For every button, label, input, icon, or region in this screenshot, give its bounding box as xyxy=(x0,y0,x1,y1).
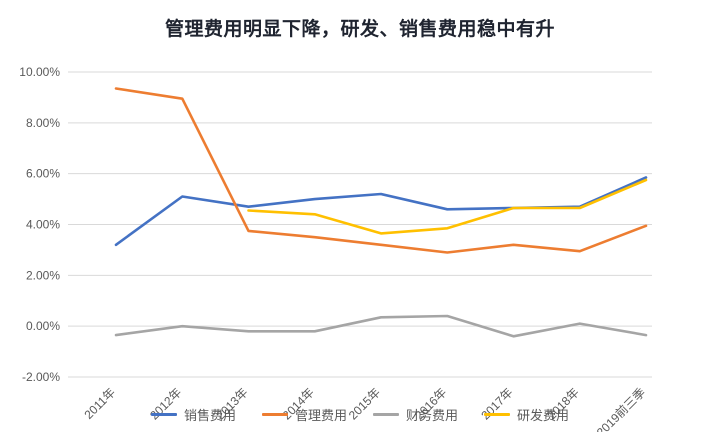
legend-label: 财务费用 xyxy=(406,408,459,423)
y-tick-label: 8.00% xyxy=(26,116,60,130)
y-tick-label: -2.00% xyxy=(22,370,60,384)
series-line-0 xyxy=(114,176,648,247)
y-tick-label: 0.00% xyxy=(26,319,60,333)
legend-label: 管理费用 xyxy=(294,408,347,423)
legend-line-swatch xyxy=(484,413,511,416)
legend-label: 销售费用 xyxy=(183,408,236,423)
legend-item-1: 管理费用 xyxy=(261,405,347,424)
y-tick-label: 4.00% xyxy=(26,218,60,232)
legend-line-swatch xyxy=(150,413,177,416)
y-tick-label: 10.00% xyxy=(19,65,60,79)
legend-line-swatch xyxy=(373,413,399,416)
legend-item-0: 销售费用 xyxy=(150,405,236,424)
chart-title: 管理费用明显下降，研发、销售费用稳中有升 xyxy=(164,19,555,40)
legend-line-swatch xyxy=(261,413,288,416)
series-line-3 xyxy=(247,178,648,235)
y-tick-label: 2.00% xyxy=(26,268,60,282)
y-tick-label: 6.00% xyxy=(26,167,60,181)
series-line-2 xyxy=(114,314,648,338)
series-line-1 xyxy=(114,87,648,254)
chart-legend: 销售费用 管理费用 财务费用 研发费用 xyxy=(0,405,720,424)
legend-item-2: 财务费用 xyxy=(373,405,458,424)
legend-item-3: 研发费用 xyxy=(484,405,569,424)
legend-label: 研发费用 xyxy=(517,408,570,423)
